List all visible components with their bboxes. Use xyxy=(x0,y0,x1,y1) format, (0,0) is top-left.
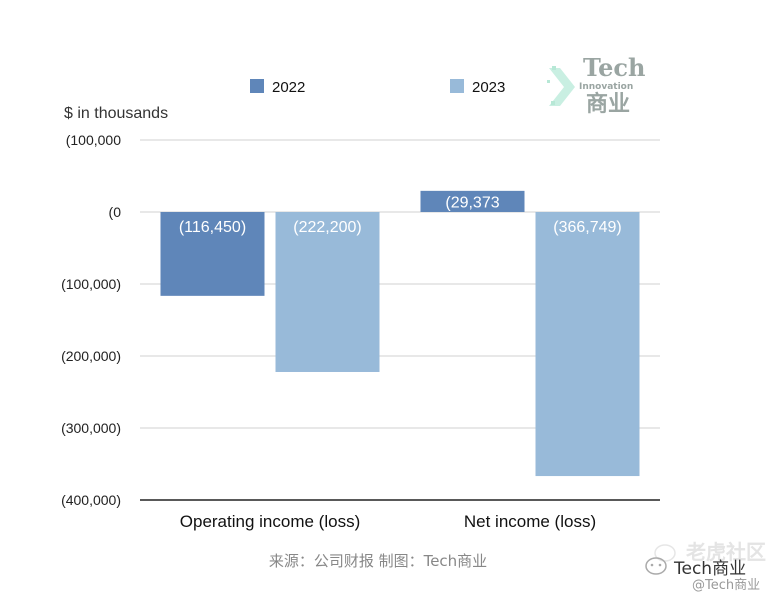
y-tick-label: (0 xyxy=(109,204,122,220)
category-label: Operating income (loss) xyxy=(180,512,360,531)
chat-bubble-icon xyxy=(645,544,676,575)
bar-2022-0 xyxy=(160,212,265,296)
bar-value-label: (366,749) xyxy=(553,219,622,236)
y-tick-label: (300,000) xyxy=(61,420,121,436)
watermark: 老虎社区 Tech商业 @Tech商业 xyxy=(645,540,766,593)
bar-2023-0 xyxy=(275,212,380,372)
legend-label-2023: 2023 xyxy=(472,79,505,96)
bar-value-label: (116,450) xyxy=(179,219,246,236)
logo-innovation-text: Innovation xyxy=(579,82,633,92)
tech-innovation-logo: Tech Innovation 商业 xyxy=(547,53,645,117)
bar-2023-1 xyxy=(535,212,640,477)
chevron-arrow-icon xyxy=(547,66,575,106)
bar-value-label: (29,373 xyxy=(445,194,499,211)
legend: 2022 2023 xyxy=(250,79,505,96)
y-tick-label: (200,000) xyxy=(61,348,121,364)
legend-swatch-2022 xyxy=(250,79,264,93)
bar-value-label: (222,200) xyxy=(293,219,362,236)
watermark-cn: 老虎社区 xyxy=(686,540,766,564)
bar-2022-1 xyxy=(420,190,525,212)
legend-swatch-2023 xyxy=(450,79,464,93)
logo-tech-text: Tech xyxy=(583,53,645,82)
y-tick-label: (400,000) xyxy=(61,492,121,508)
y-tick-label: (100,000 xyxy=(66,132,121,148)
watermark-sub: @Tech商业 xyxy=(692,578,760,593)
category-labels: Operating income (loss) Net income (loss) xyxy=(180,512,596,531)
bar-value-labels: (116,450) (222,200) (29,373 (366,749) xyxy=(179,194,622,236)
source-caption: 来源：公司财报 制图：Tech商业 xyxy=(269,552,487,570)
y-axis-unit-label: $ in thousands xyxy=(64,105,168,122)
y-tick-labels: (100,000 (0 (100,000) (200,000) (300,000) (40… xyxy=(61,132,121,508)
category-label: Net income (loss) xyxy=(464,512,596,531)
logo-cn-text: 商业 xyxy=(586,91,630,117)
legend-label-2022: 2022 xyxy=(272,79,305,96)
y-tick-label: (100,000) xyxy=(61,276,121,292)
bars xyxy=(160,190,640,477)
watermark-main: Tech商业 xyxy=(673,559,746,579)
